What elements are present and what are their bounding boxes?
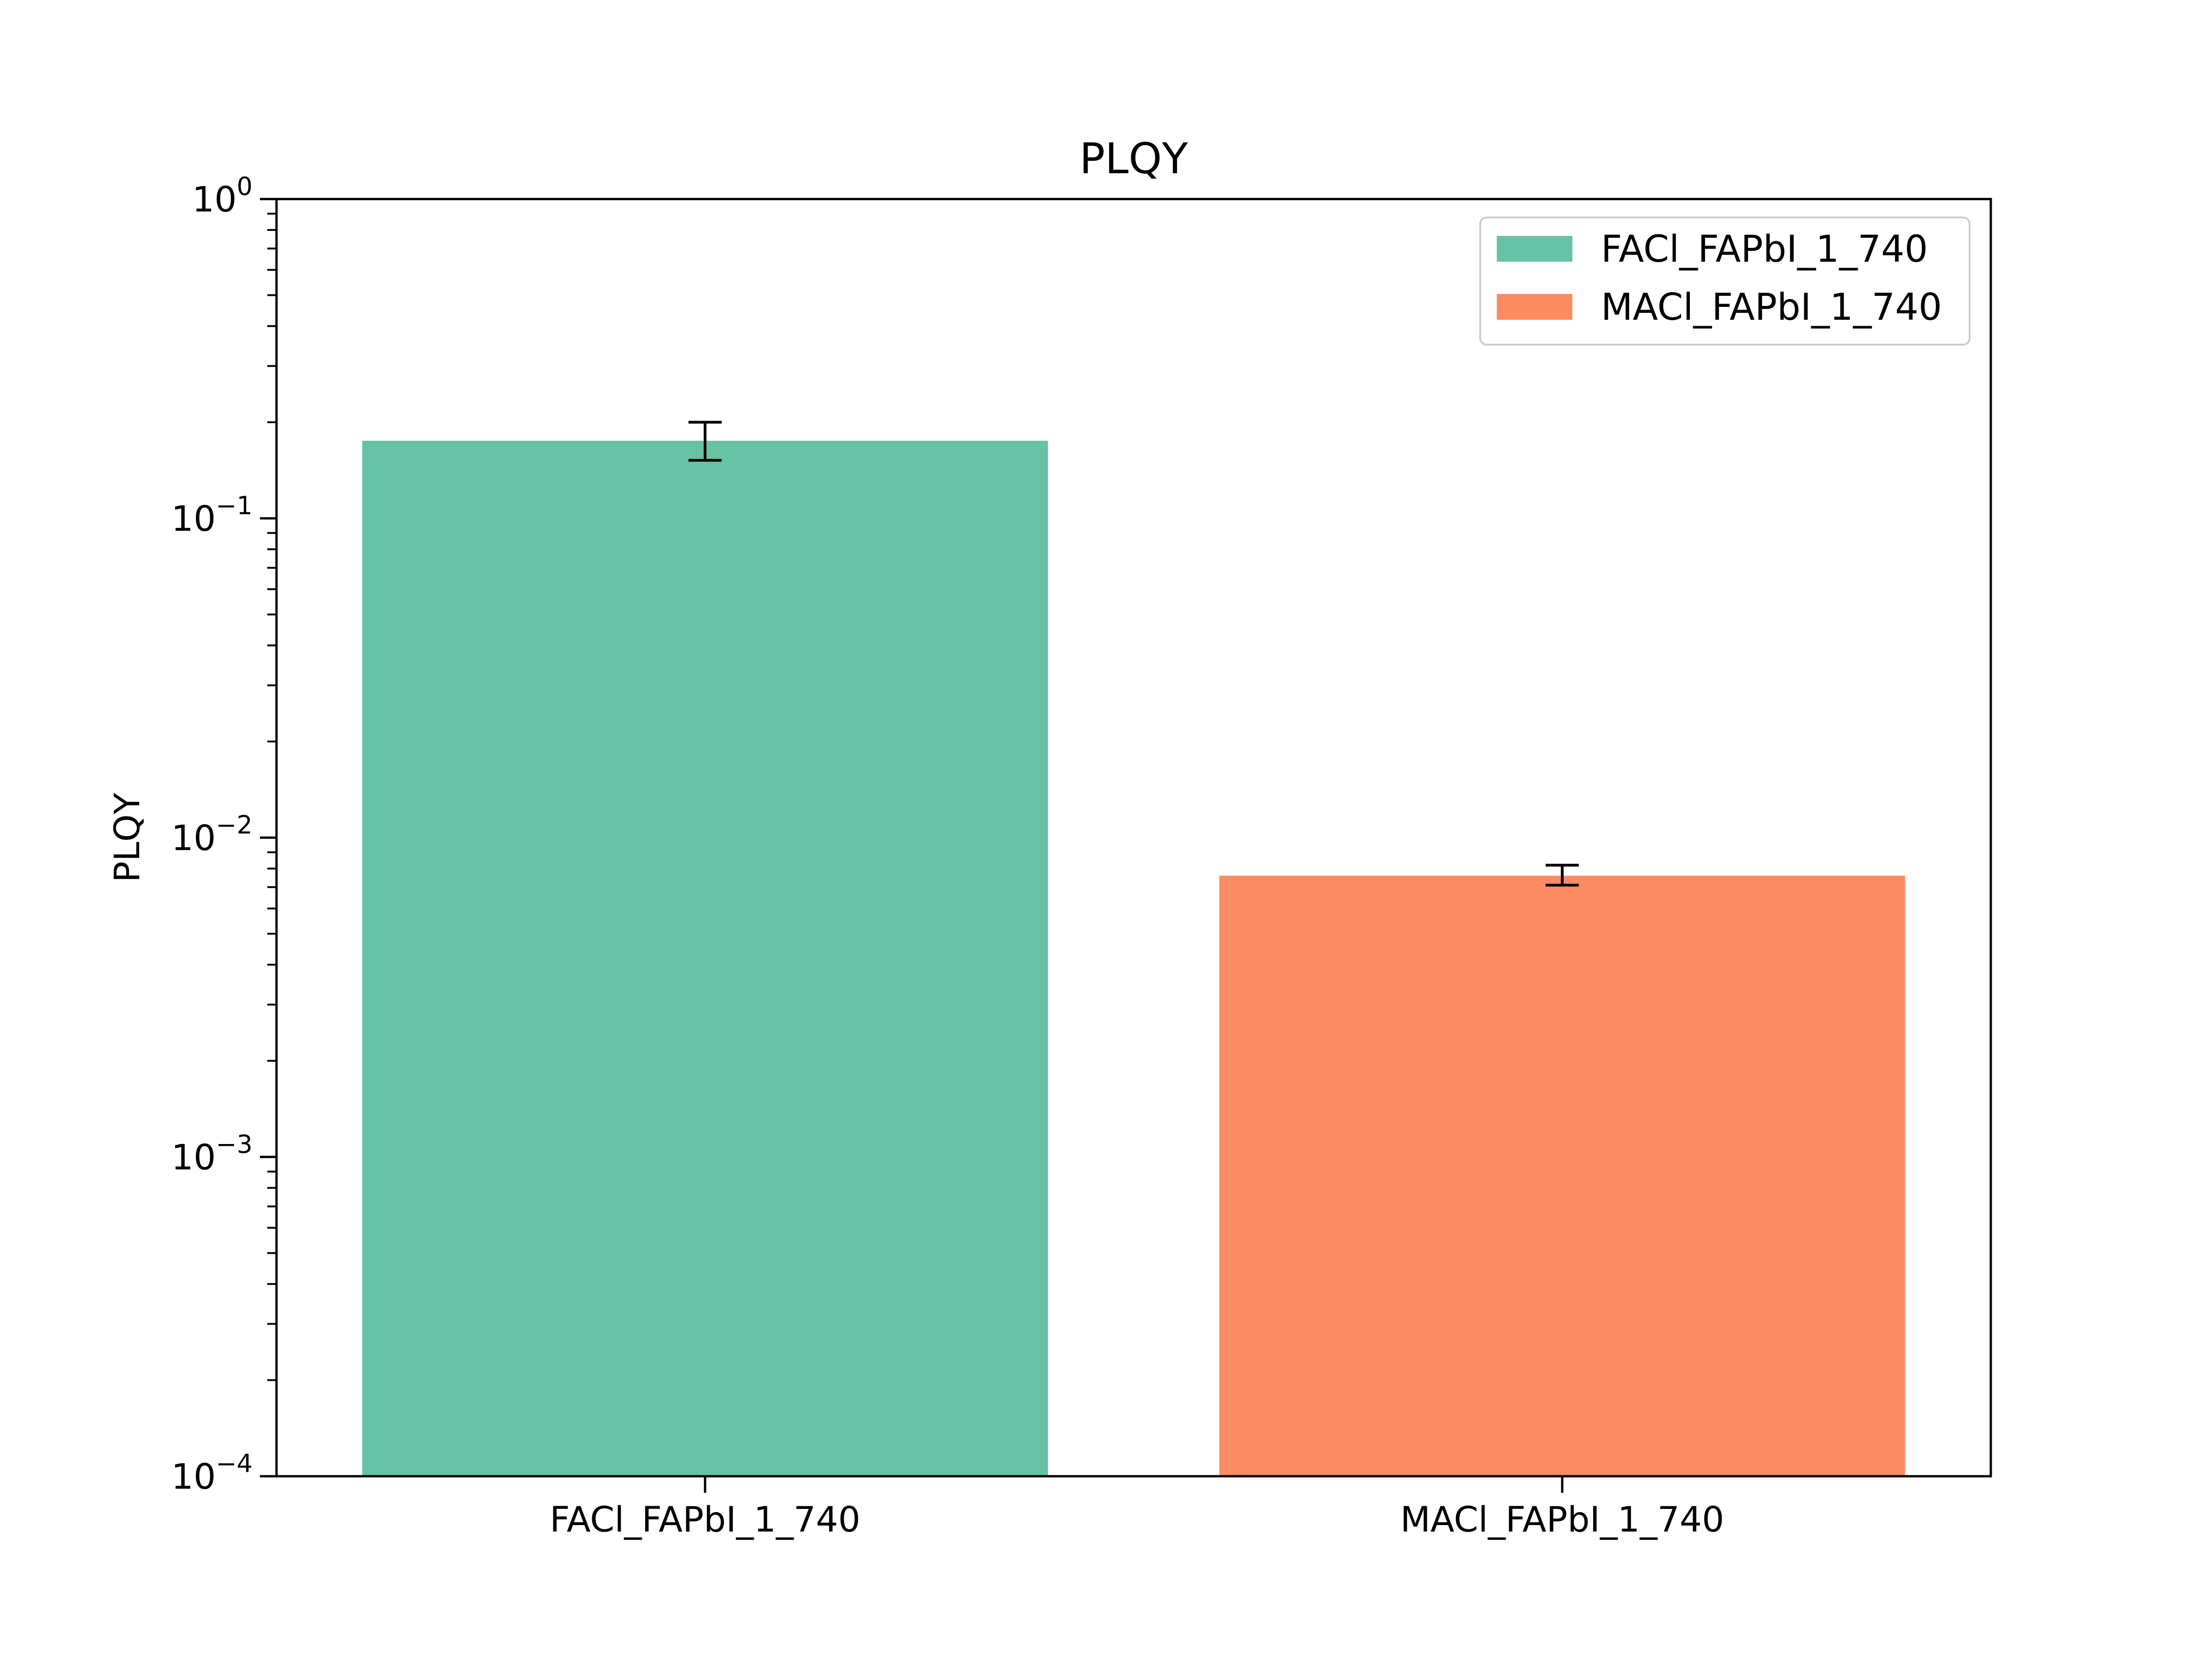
y-tick-label: 10−4 [171,1449,253,1497]
y-axis-label: PLQY [106,792,147,882]
bar-1 [362,440,1048,1476]
bars-layer [362,440,1905,1476]
legend-item: FACl_FAPbI_1_740 [1497,228,1928,270]
bar-2 [1219,875,1905,1476]
y-tick-label: 10−2 [171,810,253,858]
error-bars-layer [688,421,1579,887]
chart-title: PLQY [1079,134,1188,183]
error-bar-2 [1546,863,1579,887]
legend-label: MACl_FAPbI_1_740 [1601,286,1942,329]
legend-box [1479,217,1971,346]
legend-swatch [1497,294,1572,320]
x-tick-label: MACl_FAPbI_1_740 [1400,1499,1724,1540]
legend-swatch [1497,236,1572,262]
legend: FACl_FAPbI_1_740 MACl_FAPbI_1_740 [1479,217,1971,346]
x-tick-label: FACl_FAPbI_1_740 [550,1499,860,1540]
y-axis: 10−4 10−3 10−2 10−1 100 [171,172,276,1497]
legend-label: FACl_FAPbI_1_740 [1601,228,1928,270]
y-tick-label: 10−3 [171,1130,253,1178]
legend-item: MACl_FAPbI_1_740 [1497,286,1942,329]
x-axis: FACl_FAPbI_1_740 MACl_FAPbI_1_740 [550,1476,1724,1540]
y-tick-label: 10−1 [171,491,253,539]
y-tick-label: 100 [192,172,253,220]
error-bar-1 [688,421,722,462]
